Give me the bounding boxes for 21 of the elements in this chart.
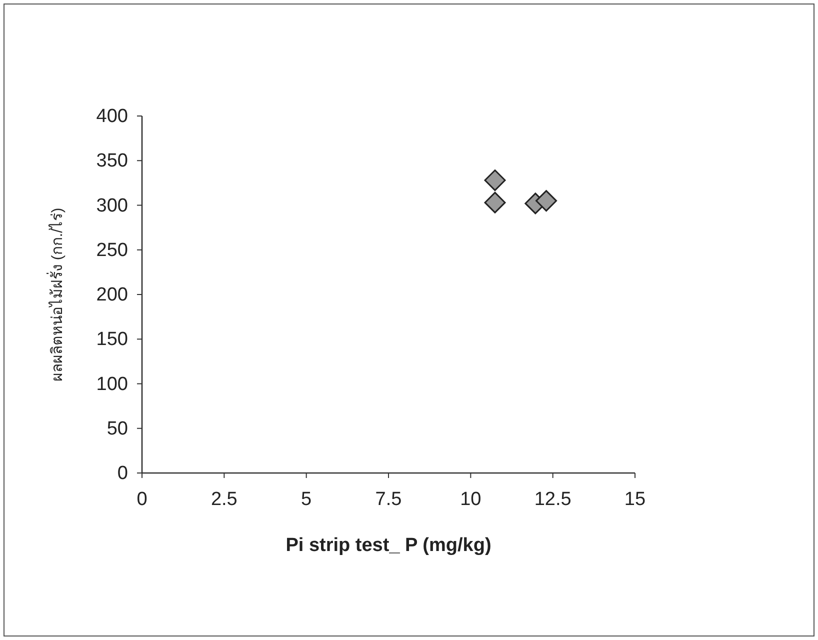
point (484, 192, 506, 214)
x-axis-title: Pi strip test_ P (mg/kg) (286, 535, 492, 556)
y-tick-label: 0 (117, 463, 128, 484)
y-tick-label: 300 (96, 195, 128, 216)
y-tick-label: 250 (96, 240, 128, 261)
x-tick-label: 12.5 (534, 489, 572, 510)
x-tick-label: 15 (624, 489, 646, 510)
point (484, 170, 506, 192)
y-tick-label: 100 (96, 374, 128, 395)
y-axis-title: ผลผลิตหน่อไม้ฝรั่ง (กก./ไร่) (46, 208, 66, 382)
x-tick-label: 10 (460, 489, 482, 510)
y-tick-label: 150 (96, 329, 128, 350)
y-tick-label: 200 (96, 284, 128, 306)
x-tick-label: 0 (136, 489, 148, 510)
x-tick-label: 5 (301, 489, 312, 510)
x-tick-label: 2.5 (210, 489, 238, 510)
y-tick-label: 50 (106, 418, 128, 440)
point (536, 190, 558, 212)
y-tick-label: 350 (96, 150, 128, 172)
x-tick-label: 7.5 (375, 489, 402, 510)
y-tick-label: 400 (96, 106, 128, 127)
